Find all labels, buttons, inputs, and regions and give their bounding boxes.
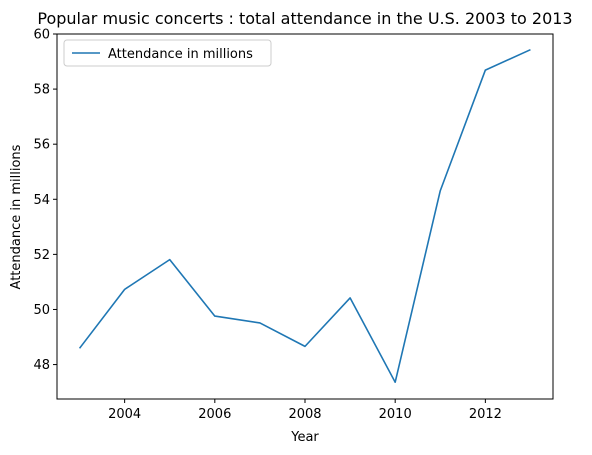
legend-box <box>63 39 272 67</box>
x-tick-label: 2004 <box>108 407 141 422</box>
y-axis: 48 50 52 54 56 58 60 <box>33 28 57 373</box>
legend-label: Attendance in millions <box>108 47 253 62</box>
series-line <box>78 48 531 384</box>
x-tick-label: 2010 <box>379 407 412 422</box>
y-tick-label: 58 <box>33 83 50 98</box>
y-tick-label: 56 <box>33 138 50 153</box>
x-axis-label: Year <box>290 430 319 445</box>
y-axis-label: Attendance in millions <box>9 144 24 289</box>
y-tick-label: 48 <box>33 358 50 373</box>
legend: Attendance in millions <box>63 39 272 67</box>
chart-title: Popular music concerts : total attendanc… <box>37 9 572 28</box>
y-tick-label: 60 <box>33 28 50 43</box>
x-axis: 2004 2006 2008 2010 2012 <box>108 399 502 422</box>
x-tick-label: 2012 <box>469 407 502 422</box>
y-tick-label: 52 <box>33 248 50 263</box>
series-layer <box>78 48 531 384</box>
x-tick-label: 2006 <box>198 407 231 422</box>
x-tick-label: 2008 <box>288 407 321 422</box>
y-tick-label: 50 <box>33 303 50 318</box>
y-tick-label: 54 <box>33 193 50 208</box>
